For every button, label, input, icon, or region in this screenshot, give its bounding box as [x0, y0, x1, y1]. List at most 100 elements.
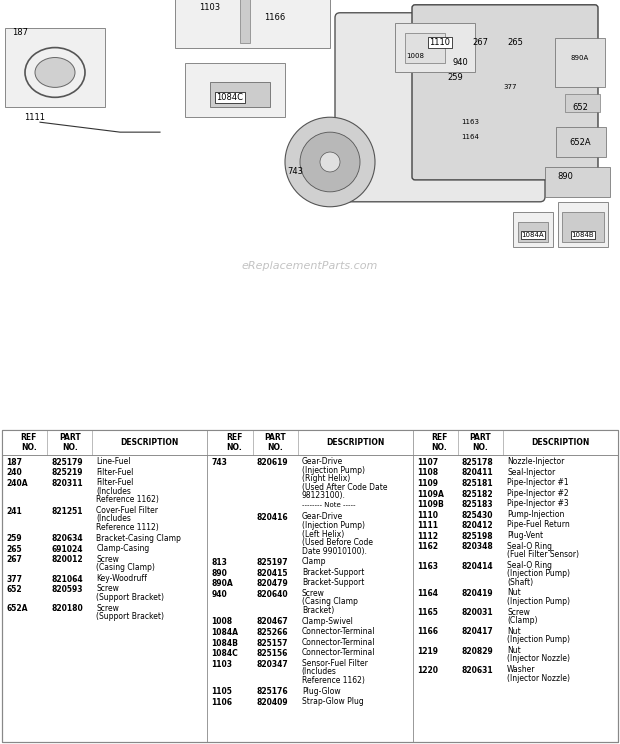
Text: REF
NO.: REF NO.: [431, 433, 448, 452]
Text: Screw: Screw: [97, 584, 119, 594]
Text: 259: 259: [447, 73, 463, 82]
Text: 241: 241: [6, 507, 22, 516]
Bar: [558, 202, 608, 246]
Text: 820417: 820417: [462, 627, 494, 636]
Text: Pipe-Injector #2: Pipe-Injector #2: [507, 489, 569, 498]
Text: 820347: 820347: [257, 660, 288, 669]
Text: Reference 1162): Reference 1162): [302, 676, 365, 685]
Text: 820012: 820012: [51, 556, 83, 565]
Text: Screw: Screw: [97, 603, 119, 612]
Text: 267: 267: [6, 556, 22, 565]
Text: 743: 743: [287, 167, 303, 176]
Text: Bracket-Casing Clamp: Bracket-Casing Clamp: [97, 533, 181, 542]
Text: 1103: 1103: [211, 660, 232, 669]
Text: Reference 1112): Reference 1112): [97, 523, 159, 532]
Text: 825179: 825179: [51, 458, 83, 466]
Text: 1084C: 1084C: [216, 93, 244, 102]
Text: 377: 377: [6, 574, 22, 583]
Text: 1164: 1164: [461, 134, 479, 140]
Text: (Injection Pump): (Injection Pump): [507, 597, 570, 606]
Text: 1110: 1110: [417, 510, 438, 519]
Text: 1084A: 1084A: [521, 231, 544, 237]
Text: 187: 187: [6, 458, 22, 466]
Text: (Includes: (Includes: [97, 487, 131, 496]
Text: 240A: 240A: [6, 479, 28, 488]
Text: 940: 940: [211, 590, 227, 599]
Text: 821064: 821064: [51, 574, 83, 583]
Text: 890: 890: [211, 568, 228, 577]
Text: -------- Note -----: -------- Note -----: [302, 501, 355, 508]
Text: 890A: 890A: [571, 54, 589, 60]
Text: 820829: 820829: [462, 647, 494, 655]
Bar: [207, 430, 413, 455]
Text: 1166: 1166: [417, 627, 438, 636]
Text: Screw: Screw: [97, 555, 119, 564]
Text: Line-Fuel: Line-Fuel: [97, 457, 131, 466]
Text: 825219: 825219: [51, 469, 83, 478]
Text: 1220: 1220: [417, 666, 438, 675]
Text: 1163: 1163: [461, 119, 479, 125]
Text: (Injection Pump): (Injection Pump): [507, 635, 570, 644]
Text: 825182: 825182: [462, 490, 494, 498]
Text: (Right Helix): (Right Helix): [302, 474, 350, 483]
Text: 652A: 652A: [6, 604, 28, 613]
Text: Strap-Glow Plug: Strap-Glow Plug: [302, 697, 363, 706]
Text: (Left Helix): (Left Helix): [302, 530, 344, 539]
Text: 821251: 821251: [51, 507, 83, 516]
Text: (Injector Nozzle): (Injector Nozzle): [507, 673, 570, 682]
Text: Nut: Nut: [507, 589, 521, 597]
Text: Seal-O Ring: Seal-O Ring: [507, 561, 552, 570]
Text: Seal-Injector: Seal-Injector: [507, 467, 556, 477]
Text: 825178: 825178: [462, 458, 494, 466]
Text: (Support Bracket): (Support Bracket): [97, 593, 164, 602]
Text: Plug-Vent: Plug-Vent: [507, 531, 543, 540]
Text: 691024: 691024: [51, 545, 83, 554]
Text: 1084B: 1084B: [572, 231, 595, 237]
Text: 825430: 825430: [462, 510, 494, 519]
Text: 1084C: 1084C: [211, 649, 238, 658]
Bar: [175, 0, 330, 48]
Text: 825176: 825176: [257, 687, 288, 696]
Text: Pump-Injection: Pump-Injection: [507, 510, 564, 519]
Text: Nut: Nut: [507, 626, 521, 635]
Bar: [555, 38, 605, 87]
Text: Filter-Fuel: Filter-Fuel: [97, 478, 134, 487]
Text: 1008: 1008: [406, 53, 424, 59]
Text: 1111: 1111: [417, 522, 438, 530]
Text: 377: 377: [503, 84, 516, 90]
Bar: [240, 0, 250, 42]
Text: 743: 743: [211, 458, 228, 466]
Text: 1008: 1008: [211, 618, 232, 626]
Text: Bracket): Bracket): [302, 606, 334, 615]
Text: 1084B: 1084B: [211, 638, 238, 647]
Bar: [565, 94, 600, 112]
Bar: [545, 167, 610, 197]
Text: (Includes: (Includes: [302, 667, 337, 676]
Text: Seal-O Ring: Seal-O Ring: [507, 542, 552, 551]
Bar: [413, 430, 618, 455]
Text: (Casing Clamp: (Casing Clamp: [302, 597, 358, 606]
Text: (Includes: (Includes: [97, 514, 131, 523]
Text: Clamp: Clamp: [302, 557, 326, 566]
Text: (Fuel Filter Sensor): (Fuel Filter Sensor): [507, 550, 579, 559]
Text: 1103: 1103: [200, 3, 221, 13]
Text: REF
NO.: REF NO.: [20, 433, 37, 452]
Text: 1165: 1165: [417, 609, 438, 618]
Circle shape: [320, 152, 340, 172]
Text: Plug-Glow: Plug-Glow: [302, 687, 340, 696]
Text: Gear-Drive: Gear-Drive: [302, 457, 343, 466]
Text: 240: 240: [6, 469, 22, 478]
Text: 267: 267: [472, 38, 488, 47]
Text: 820409: 820409: [257, 698, 288, 707]
Text: 825266: 825266: [257, 628, 288, 637]
Text: 265: 265: [507, 38, 523, 47]
Text: DESCRIPTION: DESCRIPTION: [326, 438, 384, 447]
Text: (Injection Pump): (Injection Pump): [507, 569, 570, 578]
Text: (Injection Pump): (Injection Pump): [302, 466, 365, 475]
Text: Pipe-Fuel Return: Pipe-Fuel Return: [507, 521, 570, 530]
Text: (Injector Nozzle): (Injector Nozzle): [507, 655, 570, 664]
Text: PART
NO.: PART NO.: [469, 433, 491, 452]
Bar: [518, 222, 548, 242]
Text: (Used Before Code: (Used Before Code: [302, 538, 373, 547]
Bar: [513, 212, 553, 246]
